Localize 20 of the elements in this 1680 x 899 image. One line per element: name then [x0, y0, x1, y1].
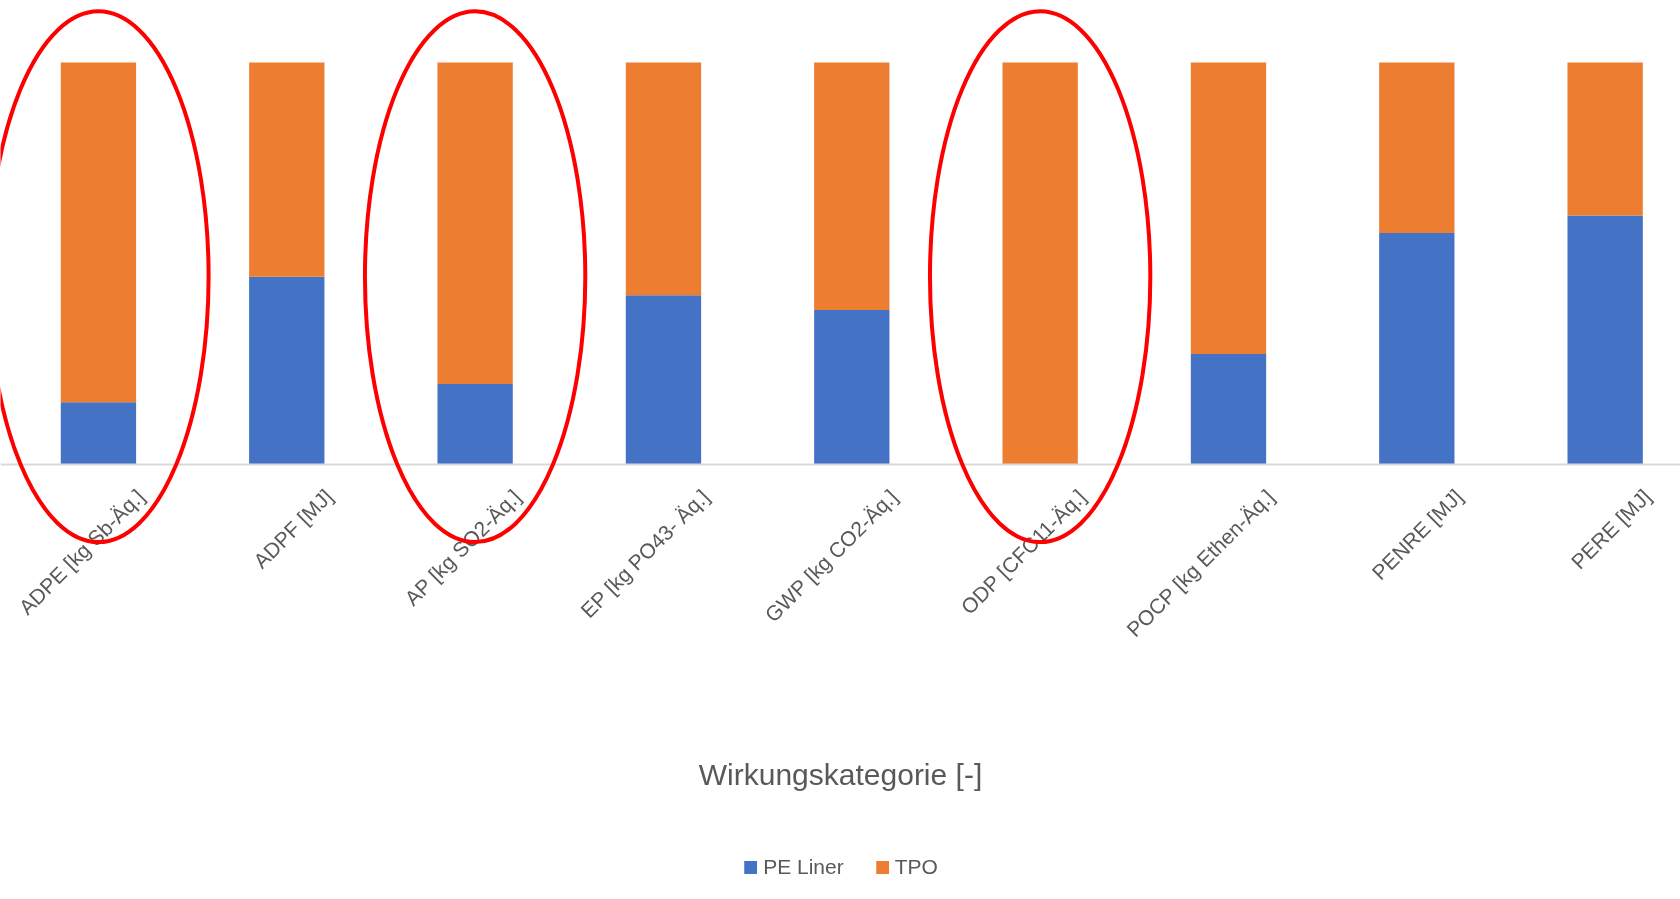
bar [814, 62, 890, 311]
bar [1002, 62, 1078, 465]
bar [625, 62, 702, 296]
bar [1190, 353, 1267, 465]
legend-label: PE Liner [763, 855, 844, 879]
bar [814, 310, 890, 465]
bar [437, 62, 513, 385]
legend-label: TPO [894, 855, 938, 879]
x-axis-title: Wirkungskategorie [-] [698, 757, 983, 791]
bar [60, 402, 137, 465]
bar [1190, 62, 1267, 354]
bar [1379, 62, 1455, 233]
bar [249, 276, 325, 465]
bar [625, 295, 702, 465]
bar [437, 384, 513, 465]
bar [60, 62, 137, 403]
bar [1567, 215, 1643, 465]
bar [1379, 232, 1455, 465]
bar [1567, 62, 1643, 216]
bar [249, 62, 325, 277]
